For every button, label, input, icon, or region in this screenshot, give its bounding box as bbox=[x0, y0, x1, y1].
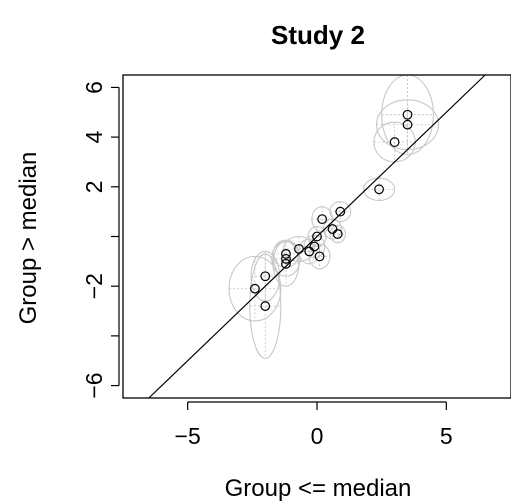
data-point bbox=[317, 214, 328, 225]
x-tick-label: 0 bbox=[311, 423, 324, 449]
data-point bbox=[281, 253, 291, 264]
data-point bbox=[281, 248, 291, 259]
y-tick-label: 4 bbox=[81, 131, 107, 144]
data-point bbox=[281, 258, 291, 269]
identity-line bbox=[148, 74, 486, 399]
data-point bbox=[309, 241, 320, 252]
uncertainty-ellipses bbox=[228, 74, 440, 359]
x-axis-label: Group <= median bbox=[225, 475, 412, 502]
y-tick-label: −2 bbox=[81, 273, 107, 299]
data-points bbox=[250, 109, 413, 311]
data-point bbox=[402, 109, 413, 120]
data-point bbox=[332, 229, 343, 239]
data-point bbox=[389, 137, 400, 147]
data-point bbox=[335, 206, 346, 217]
y-tick-label: 2 bbox=[81, 180, 107, 193]
data-point bbox=[260, 271, 271, 282]
x-tick-label: 5 bbox=[440, 423, 453, 449]
data-point bbox=[314, 251, 325, 262]
x-tick-label: −5 bbox=[175, 423, 201, 449]
data-point bbox=[260, 301, 271, 311]
data-point bbox=[402, 119, 413, 130]
y-axis-label: Group > median bbox=[15, 152, 42, 325]
data-point bbox=[293, 244, 304, 254]
y-tick-label: 6 bbox=[81, 81, 107, 94]
chart-title: Study 2 bbox=[271, 20, 365, 50]
data-point bbox=[327, 224, 338, 234]
data-point bbox=[374, 184, 384, 195]
data-point bbox=[312, 231, 322, 242]
plot-frame bbox=[122, 74, 511, 399]
data-point bbox=[250, 283, 260, 294]
data-point bbox=[304, 246, 315, 257]
x-axis: −5 0 5 bbox=[175, 401, 453, 449]
y-axis: −6 −2 2 4 6 bbox=[81, 81, 120, 399]
identity-line-segment bbox=[148, 74, 486, 399]
y-tick-label: −6 bbox=[81, 372, 107, 398]
